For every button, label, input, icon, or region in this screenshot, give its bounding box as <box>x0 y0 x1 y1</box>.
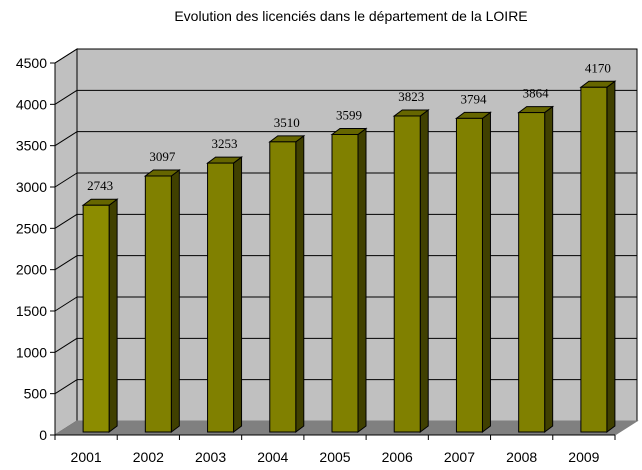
chart-title: Evolution des licenciés dans le départem… <box>174 8 528 24</box>
y-tick-label: 0 <box>39 427 47 443</box>
bar <box>144 175 172 433</box>
y-tick-label: 1500 <box>16 303 47 319</box>
data-label: 3823 <box>398 89 424 104</box>
gridline-side <box>54 255 78 271</box>
data-label: 4170 <box>585 60 611 75</box>
gridline-side <box>54 296 78 312</box>
bar <box>393 115 421 433</box>
data-label: 3097 <box>149 149 176 164</box>
x-tick-label: 2008 <box>506 449 537 465</box>
bar <box>207 162 235 433</box>
side-wall <box>54 48 78 436</box>
x-tick-label: 2009 <box>568 449 599 465</box>
x-tick-label: 2003 <box>195 449 226 465</box>
bar-side <box>295 134 305 433</box>
gridline-side <box>54 337 78 353</box>
data-label: 3510 <box>274 115 300 130</box>
gridline-side <box>54 379 78 395</box>
x-tick-label: 2001 <box>71 449 102 465</box>
bar-side <box>606 80 616 433</box>
y-tick-label: 2000 <box>16 262 47 278</box>
bar-side <box>108 198 118 433</box>
bar-side <box>357 127 367 433</box>
bar <box>455 117 483 433</box>
bar <box>580 86 608 433</box>
bar-side <box>544 105 554 433</box>
gridline-side <box>54 131 78 147</box>
data-label: 2743 <box>87 178 113 193</box>
x-tick-label: 2006 <box>382 449 413 465</box>
gridline-side <box>54 213 78 229</box>
x-tick-label: 2005 <box>319 449 350 465</box>
y-tick-label: 1000 <box>16 344 47 360</box>
x-tick-label: 2004 <box>257 449 288 465</box>
bar-side <box>233 156 243 433</box>
data-label: 3864 <box>523 86 550 101</box>
gridline-side <box>54 89 78 105</box>
data-label: 3253 <box>212 136 238 151</box>
y-tick-label: 500 <box>24 386 48 402</box>
bar <box>331 133 359 433</box>
bar-side <box>419 108 429 433</box>
x-tick-label: 2002 <box>133 449 164 465</box>
x-tick-label: 2007 <box>444 449 475 465</box>
y-tick-label: 4500 <box>16 55 47 71</box>
bar <box>82 204 110 433</box>
data-label: 3794 <box>460 91 487 106</box>
y-tick-label: 4000 <box>16 96 47 112</box>
bar <box>269 141 297 433</box>
data-label: 3599 <box>336 107 362 122</box>
gridline-side <box>54 48 78 64</box>
y-tick-label: 3000 <box>16 179 47 195</box>
y-tick-label: 2500 <box>16 220 47 236</box>
y-tick-label: 3500 <box>16 138 47 154</box>
bar-side <box>481 111 491 433</box>
bar <box>518 112 546 433</box>
bar-side <box>170 168 180 433</box>
gridline-side <box>54 172 78 188</box>
